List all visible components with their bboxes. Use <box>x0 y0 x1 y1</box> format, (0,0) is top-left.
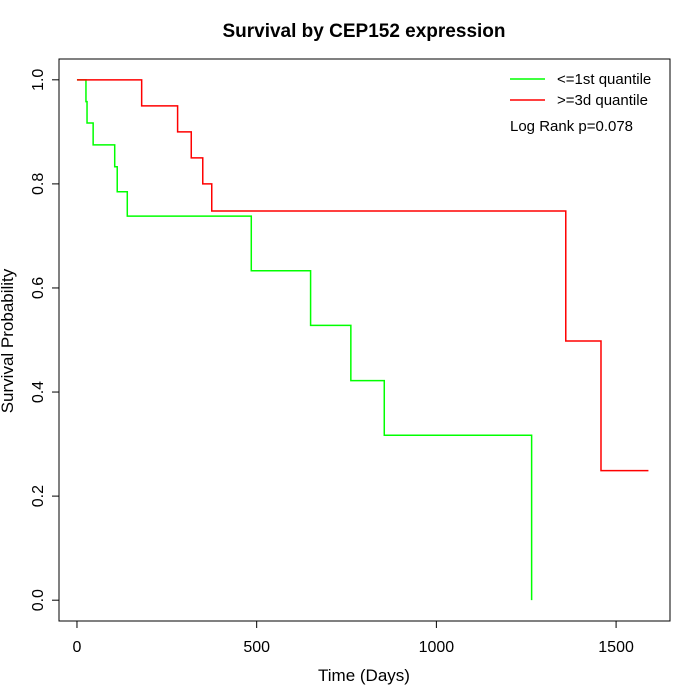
survival-curve-low <box>76 79 533 601</box>
legend-label-high: >=3d quantile <box>557 92 648 109</box>
y-tick-label: 0.6 <box>30 277 47 299</box>
x-tick-label: 0 <box>73 639 82 656</box>
chart-title: Survival by CEP152 expression <box>222 21 505 42</box>
y-tick-label: 0.2 <box>30 485 47 507</box>
y-axis-label: Survival Probability <box>0 268 17 413</box>
x-tick-label: 1500 <box>598 639 634 656</box>
x-axis-label: Time (Days) <box>318 666 410 685</box>
y-tick-label: 0.4 <box>30 381 47 403</box>
y-tick-label: 0.0 <box>30 589 47 611</box>
legend: <=1st quantile >=3d quantile Log Rank p=… <box>510 71 651 135</box>
y-tick-label: 0.8 <box>30 173 47 195</box>
x-axis: 0 500 1000 1500 <box>73 620 634 656</box>
y-axis: 0.0 0.2 0.4 0.6 0.8 1.0 <box>30 69 60 611</box>
y-tick-label: 1.0 <box>30 69 47 91</box>
legend-label-low: <=1st quantile <box>557 71 651 88</box>
log-rank-annotation: Log Rank p=0.078 <box>510 118 633 135</box>
x-tick-label: 500 <box>243 639 270 656</box>
plot-frame <box>58 58 671 622</box>
series-layer <box>76 79 649 601</box>
x-tick-label: 1000 <box>419 639 455 656</box>
survival-curve-high <box>76 79 649 472</box>
